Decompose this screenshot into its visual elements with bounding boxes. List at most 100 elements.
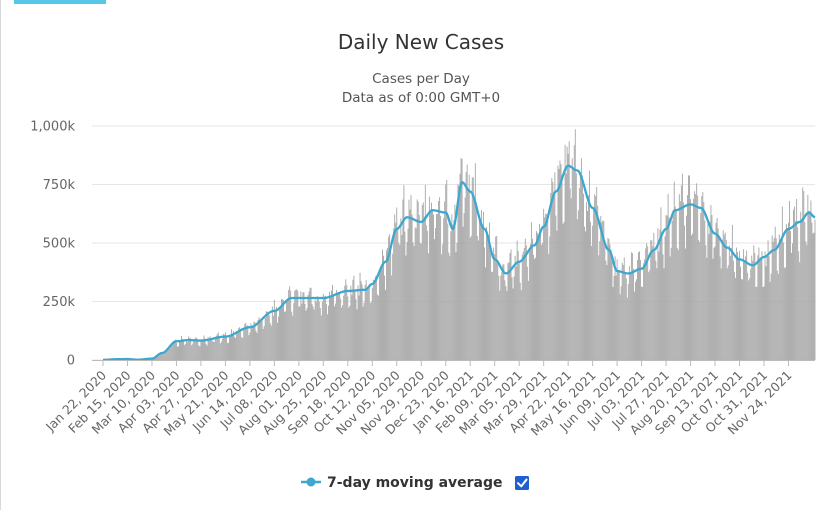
daily-case-bar [330, 297, 331, 360]
moving-average-checkbox[interactable] [515, 476, 529, 490]
daily-case-bar [252, 326, 254, 360]
daily-case-bar [282, 299, 283, 360]
daily-case-bar [620, 286, 622, 360]
daily-case-bar [405, 255, 407, 360]
daily-case-bar [655, 260, 657, 360]
daily-case-bar [327, 305, 329, 360]
daily-case-bar [478, 220, 480, 360]
daily-case-bar [186, 340, 188, 360]
daily-case-bar [574, 129, 576, 360]
daily-case-bar [708, 234, 710, 360]
daily-case-bar [789, 200, 790, 360]
daily-case-bar [519, 282, 521, 360]
daily-case-bar [631, 253, 633, 360]
daily-case-bar [648, 272, 650, 360]
daily-case-bar [518, 260, 520, 360]
daily-case-bar [354, 290, 356, 360]
daily-case-bar [777, 273, 779, 360]
daily-case-bar [558, 169, 560, 360]
daily-case-bar [308, 291, 310, 360]
daily-case-bar [645, 248, 647, 360]
daily-case-bar [683, 225, 685, 360]
daily-case-bar [698, 239, 700, 360]
daily-case-bar [224, 332, 226, 360]
daily-case-bar [662, 254, 664, 360]
daily-case-bar [245, 322, 247, 360]
daily-case-bar [705, 245, 707, 360]
daily-case-bar [251, 328, 253, 360]
daily-case-bar [430, 202, 432, 360]
daily-case-bar [410, 195, 412, 360]
daily-case-bar [309, 287, 311, 360]
daily-case-bar [561, 174, 563, 360]
daily-case-bar [312, 306, 314, 360]
daily-case-bar [502, 264, 504, 360]
daily-case-bar [378, 270, 380, 360]
daily-case-bar [735, 247, 737, 360]
daily-case-bar [225, 336, 227, 360]
daily-case-bar [155, 357, 157, 360]
daily-case-bar [263, 326, 265, 360]
daily-case-bar [710, 205, 712, 360]
daily-case-bar [412, 242, 414, 360]
daily-case-bar [800, 211, 802, 360]
daily-case-bar [725, 239, 727, 360]
daily-case-bar [669, 256, 671, 360]
daily-case-bar [612, 286, 614, 360]
daily-case-bar [798, 251, 800, 360]
daily-case-bar [195, 337, 197, 360]
daily-case-bar [701, 196, 703, 360]
legend-label-7-day-moving-average[interactable]: 7-day moving average [327, 475, 503, 491]
daily-case-bar [274, 310, 276, 360]
daily-case-bar [567, 153, 569, 360]
daily-case-bar [234, 336, 236, 360]
daily-case-bar [233, 330, 235, 360]
left-border [0, 0, 1, 510]
daily-case-bar [366, 288, 368, 360]
daily-case-bar [419, 242, 421, 360]
daily-case-bar [706, 257, 708, 360]
daily-case-bar [497, 260, 499, 360]
daily-case-bar [622, 264, 624, 360]
daily-case-bar [607, 237, 609, 360]
daily-case-bar [515, 266, 517, 360]
daily-case-bar [413, 246, 415, 360]
daily-case-bar [727, 265, 729, 360]
daily-case-bar [437, 213, 439, 360]
daily-case-bar [533, 254, 534, 360]
daily-case-bar [692, 233, 694, 360]
daily-case-bar [697, 195, 699, 360]
daily-case-bar [531, 238, 533, 360]
daily-case-bar [738, 258, 739, 360]
daily-case-bar [761, 251, 763, 360]
daily-case-bar [711, 215, 713, 360]
daily-case-bar [709, 221, 711, 360]
daily-case-bar [303, 292, 305, 360]
daily-case-bar [393, 228, 395, 360]
daily-case-bar [338, 294, 340, 360]
daily-case-bar [699, 242, 701, 360]
daily-case-bar [200, 341, 202, 360]
daily-case-bar [594, 194, 596, 360]
daily-case-bar [304, 303, 306, 360]
daily-case-bar [448, 252, 450, 360]
daily-case-bar [808, 211, 810, 360]
daily-case-bar [163, 353, 165, 360]
daily-case-bar [254, 322, 256, 360]
daily-case-bar [684, 248, 686, 360]
daily-case-bar [166, 349, 168, 360]
daily-case-bar [236, 331, 238, 360]
daily-case-bar [171, 344, 173, 360]
daily-case-bar [582, 193, 584, 360]
daily-case-bar [299, 306, 301, 360]
daily-case-bar [680, 185, 682, 360]
chart-title: Daily New Cases [338, 30, 504, 54]
daily-case-bar [341, 307, 343, 360]
daily-case-bar [732, 260, 734, 360]
daily-case-bar [285, 311, 287, 360]
legend[interactable]: 7-day moving average [301, 475, 529, 491]
daily-case-bar [318, 301, 320, 360]
daily-case-bar [161, 352, 163, 360]
daily-case-bar [336, 290, 338, 360]
